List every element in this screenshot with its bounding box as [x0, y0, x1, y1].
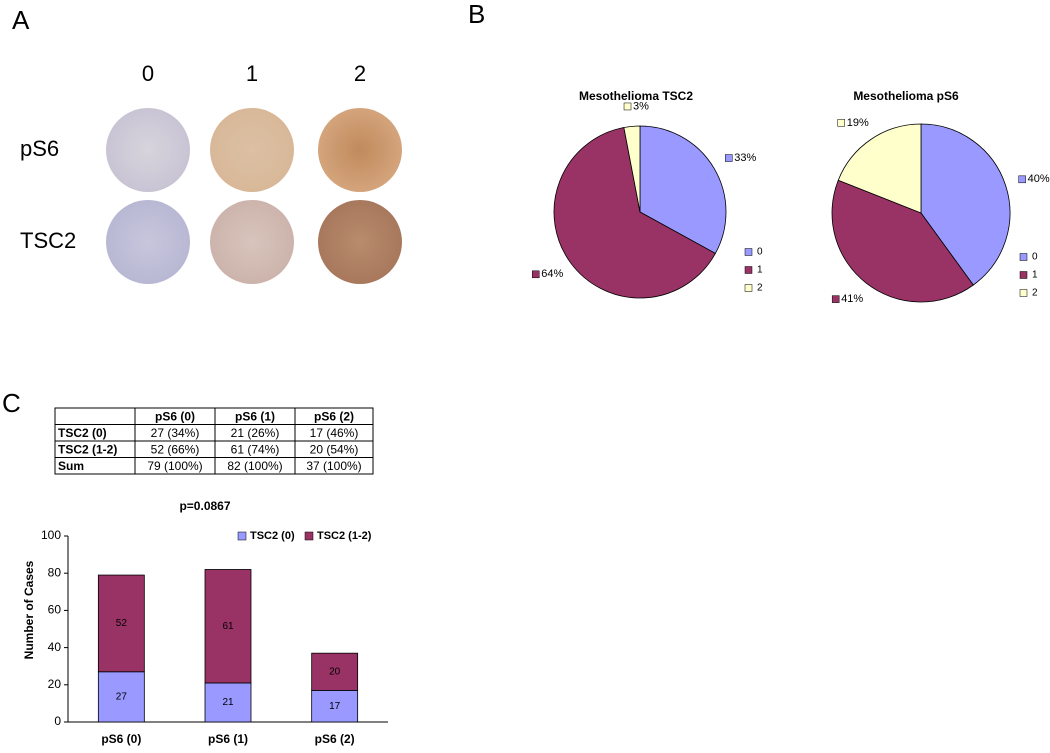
table-value: 37 (100%) [306, 459, 361, 473]
panel-label: C [2, 388, 21, 418]
data-label: 33% [734, 152, 756, 164]
ihc-column-labels: 0 1 2 [142, 61, 366, 86]
legend-label: 1 [757, 265, 763, 276]
legend-swatch [744, 284, 753, 292]
label-swatch [724, 154, 733, 162]
tissue-core [210, 200, 294, 284]
legend-swatch [744, 266, 753, 274]
pie-slice [553, 127, 716, 299]
table-value: 20 (54%) [310, 442, 359, 456]
y-tick-label: 0 [54, 714, 61, 728]
label-swatch [837, 119, 845, 127]
legend-swatch [237, 531, 247, 541]
y-tick-label: 100 [41, 528, 61, 542]
bar-segment [204, 569, 252, 684]
column-header: pS6 (0) [155, 409, 195, 423]
row-label: TSC2 [20, 228, 76, 253]
panel-label: A [12, 5, 30, 35]
ihc-images [106, 108, 402, 284]
pie-slice [639, 125, 727, 254]
chart-title: p=0.0867 [179, 499, 230, 513]
x-tick-label: pS6 (0) [101, 732, 141, 746]
y-tick-label: 60 [48, 603, 62, 617]
table-value: 21 (26%) [231, 426, 280, 440]
legend-label: 2 [757, 283, 763, 294]
table-value: 61 (74%) [231, 442, 280, 456]
legend-label: 0 [757, 247, 763, 258]
data-label: 27 [116, 692, 128, 703]
y-axis-label: Number of Cases [22, 560, 36, 659]
table-cell [294, 457, 374, 475]
table-value: 79 (100%) [147, 459, 202, 473]
data-label: 21 [222, 697, 234, 708]
chart-title: Mesothelioma pS6 [853, 89, 959, 103]
tissue-core [210, 108, 294, 192]
panel-label: B [468, 0, 485, 29]
legend-swatch [304, 531, 314, 541]
label-swatch [623, 102, 632, 111]
data-label: 52 [116, 618, 128, 629]
label-swatch [831, 295, 840, 303]
data-label: 41% [841, 293, 863, 305]
table-value: 82 (100%) [227, 459, 282, 473]
data-label: 3% [633, 100, 649, 112]
column-header: pS6 (2) [314, 409, 354, 423]
row-label: pS6 [20, 136, 59, 161]
pie-slice [831, 179, 974, 303]
legend-label: 2 [1032, 288, 1038, 299]
legend-swatch [1019, 289, 1028, 297]
y-tick-label: 80 [48, 565, 62, 579]
column-header: pS6 (1) [235, 409, 275, 423]
data-label: 17 [329, 701, 341, 712]
tissue-core [318, 108, 402, 192]
data-label: 40% [1028, 173, 1050, 185]
x-tick-label: pS6 (2) [315, 732, 355, 746]
legend-swatch [1019, 271, 1028, 279]
label-swatch [531, 270, 540, 279]
chart-title: Mesothelioma TSC2 [579, 89, 693, 103]
legend-swatch [744, 248, 753, 256]
x-tick-label: pS6 (1) [208, 732, 248, 746]
row-header: Sum [58, 459, 84, 473]
table-value: 52 (66%) [151, 442, 200, 456]
data-label: 19% [847, 117, 869, 129]
table-value: 17 (46%) [310, 426, 359, 440]
table: pS6 (0) pS6 (1) pS6 (2) TSC2 (0) 27 (34%) 21 … [54, 407, 374, 475]
tissue-core [106, 200, 190, 284]
legend-label: TSC2 (1-2) [317, 530, 372, 542]
label-swatch [1018, 175, 1026, 184]
column-label: 0 [142, 61, 154, 86]
y-tick-label: 40 [48, 640, 62, 654]
bar-segment [311, 652, 359, 691]
table-value: 27 (34%) [151, 426, 200, 440]
legend-swatch [1019, 253, 1028, 261]
data-label: 61 [222, 621, 234, 632]
row-header: TSC2 (0) [58, 426, 107, 440]
legend-label: 1 [1032, 270, 1038, 281]
bar-segment [97, 574, 145, 673]
data-label: 20 [329, 666, 341, 677]
pie-slice [920, 123, 1011, 286]
legend-label: 0 [1032, 252, 1038, 263]
y-tick-label: 20 [48, 677, 62, 691]
tissue-core [106, 108, 190, 192]
data-label: 64% [541, 268, 563, 280]
column-label: 1 [246, 61, 258, 86]
table-cell [54, 407, 136, 425]
tissue-core [318, 200, 402, 284]
row-header: TSC2 (1-2) [58, 442, 117, 456]
pie-slice [623, 125, 641, 213]
column-label: 2 [354, 61, 366, 86]
legend-label: TSC2 (0) [250, 530, 295, 542]
bar-segment [97, 671, 145, 723]
pie-slice [837, 123, 922, 214]
